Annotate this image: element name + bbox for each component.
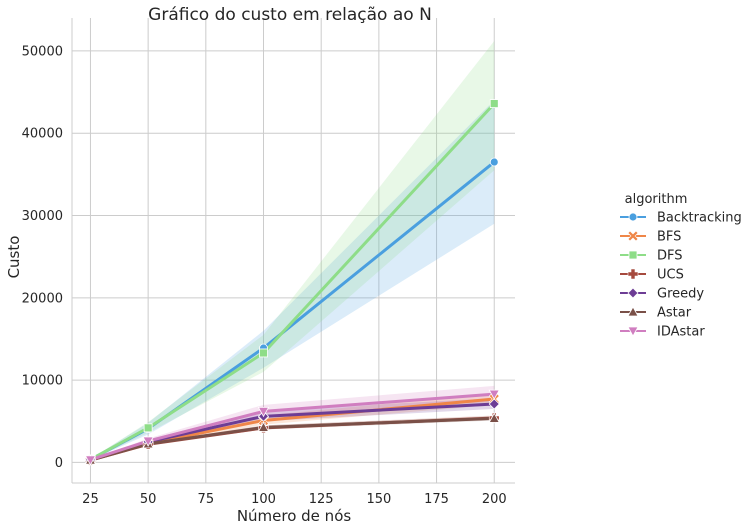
- line-idastar: [88, 392, 496, 462]
- point-dfs: [143, 423, 153, 433]
- series-markers: [84, 99, 500, 466]
- legend-label-bfs: BFS: [657, 230, 681, 245]
- line-astar: [88, 416, 496, 462]
- y-tick-label: 30000: [22, 209, 63, 224]
- series-lines: [88, 102, 496, 462]
- x-tick-label: 175: [424, 492, 449, 507]
- ci-band-idastar: [90, 385, 495, 461]
- x-tick-label: 25: [82, 492, 99, 507]
- legend-marker-dfs: [628, 250, 638, 260]
- point-astar: [257, 421, 270, 432]
- y-tick-label: 20000: [22, 291, 63, 306]
- point-backtracking: [489, 157, 499, 167]
- legend-label-dfs: DFS: [657, 249, 683, 264]
- x-axis-label: Número de nós: [237, 507, 352, 525]
- legend-marker-greedy: [627, 287, 639, 299]
- y-tick-label: 40000: [22, 127, 63, 142]
- chart-title: Gráfico do custo em relação ao N: [148, 5, 432, 25]
- legend-marker-bfs: [627, 230, 639, 242]
- point-astar: [488, 412, 500, 423]
- legend-marker-backtracking: [628, 212, 638, 222]
- y-tick-label: 0: [55, 456, 63, 471]
- x-tick-label: 150: [366, 492, 391, 507]
- legend-label-backtracking: Backtracking: [657, 211, 742, 226]
- x-tick-label: 75: [198, 492, 215, 507]
- ci-band-greedy: [90, 398, 495, 461]
- axes: [71, 18, 515, 484]
- point-idastar: [257, 406, 270, 418]
- y-tick-label: 10000: [22, 374, 63, 389]
- y-tick-label: 50000: [22, 44, 63, 59]
- legend-label-greedy: Greedy: [657, 287, 704, 302]
- legend-title: algorithm: [625, 192, 688, 207]
- point-greedy: [488, 398, 500, 410]
- grid-lines: [72, 18, 515, 483]
- point-dfs: [259, 348, 268, 358]
- legend-label-astar: Astar: [657, 306, 692, 321]
- legend-marker-ucs: [627, 268, 639, 280]
- legend-label-ucs: UCS: [657, 268, 684, 283]
- point-idastar: [142, 436, 154, 447]
- x-tick-label: 125: [309, 492, 334, 507]
- point-idastar: [488, 389, 500, 400]
- x-tick-label: 200: [482, 492, 507, 507]
- x-tick-labels: 25 50 75 100 125 150 175 200: [82, 492, 506, 507]
- point-idastar: [84, 455, 97, 466]
- legend-marker-idastar: [627, 326, 639, 337]
- y-axis-label: Custo: [5, 236, 23, 279]
- legend-label-idastar: IDAstar: [657, 325, 705, 340]
- x-tick-label: 50: [140, 492, 157, 507]
- x-tick-label: 100: [251, 492, 276, 507]
- point-dfs: [489, 99, 499, 108]
- legend: algorithm Backtracking BFS DFS UCS Greedy Ast…: [620, 192, 742, 340]
- line-dfs: [88, 102, 496, 462]
- legend-marker-astar: [627, 306, 639, 317]
- y-tick-labels: 0 10000 20000 30000 40000 50000: [22, 44, 63, 471]
